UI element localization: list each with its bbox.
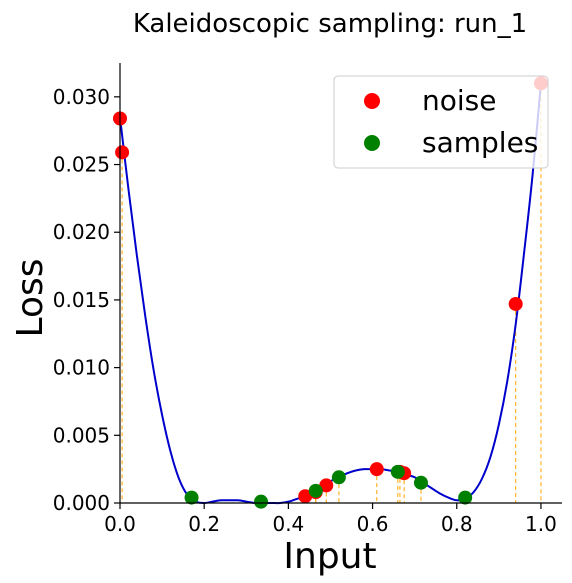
chart-title: Kaleidoscopic sampling: run_1 <box>133 9 527 39</box>
y-tick-label: 0.000 <box>53 491 110 515</box>
noise-point <box>369 462 384 477</box>
noise-point <box>508 296 523 311</box>
y-ticks: 0.000 0.005 0.010 0.015 0.020 0.025 0.030 <box>53 85 120 515</box>
noise-point <box>298 489 313 504</box>
y-tick-label: 0.020 <box>53 220 110 244</box>
samples-point <box>184 490 199 505</box>
x-tick-label: 0.0 <box>104 512 136 536</box>
x-tick-label: 0.6 <box>357 512 389 536</box>
samples-point <box>331 470 346 485</box>
samples-point <box>308 483 323 498</box>
x-tick-label: 0.2 <box>188 512 220 536</box>
y-tick-label: 0.015 <box>53 288 110 312</box>
point-layer <box>113 76 548 509</box>
noise-point <box>319 478 334 493</box>
samples-point <box>254 494 269 509</box>
y-axis-label: Loss <box>10 259 51 338</box>
legend-noise-marker <box>364 93 380 109</box>
samples-point <box>458 490 473 505</box>
samples-point <box>390 464 405 479</box>
legend: noise samples <box>333 75 549 169</box>
samples-point <box>413 475 428 490</box>
legend-noise-label: noise <box>422 84 496 117</box>
x-tick-label: 0.8 <box>441 512 473 536</box>
legend-samples-label: samples <box>422 126 538 159</box>
x-tick-label: 0.4 <box>272 512 304 536</box>
x-tick-label: 1.0 <box>525 512 557 536</box>
x-axis-label: Input <box>283 536 376 577</box>
y-tick-label: 0.005 <box>53 423 110 447</box>
legend-box <box>333 75 549 169</box>
x-ticks: 0.0 0.2 0.4 0.6 0.8 1.0 <box>104 503 557 536</box>
legend-samples-marker <box>364 135 380 151</box>
y-tick-label: 0.010 <box>53 356 110 380</box>
y-tick-label: 0.025 <box>53 153 110 177</box>
noise-point <box>115 145 130 160</box>
y-tick-label: 0.030 <box>53 85 110 109</box>
axes-layer <box>119 63 562 504</box>
